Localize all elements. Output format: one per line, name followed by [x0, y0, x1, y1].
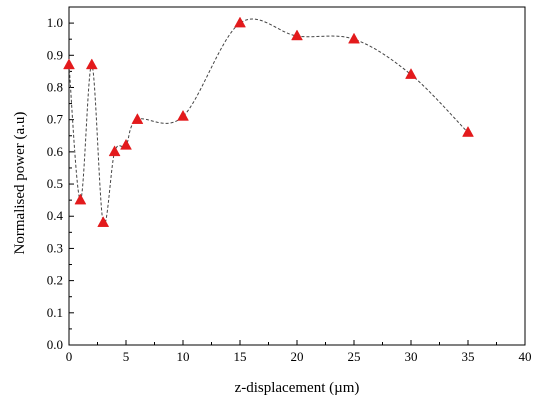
x-tick-label: 40	[519, 349, 532, 364]
data-point-marker	[131, 113, 144, 124]
data-point-marker	[405, 68, 417, 79]
x-axis-title: z-displacement (µm)	[235, 380, 360, 396]
data-point-marker	[234, 16, 246, 28]
x-tick-label: 0	[66, 349, 73, 364]
y-tick-label: 1.0	[47, 15, 63, 30]
data-point-marker	[63, 58, 75, 70]
y-tick-label: 0.7	[47, 112, 64, 127]
x-tick-label: 10	[177, 349, 190, 364]
y-tick-label: 0.1	[47, 305, 63, 320]
x-tick-label: 35	[462, 349, 475, 364]
y-tick-label: 0.9	[47, 47, 63, 62]
x-tick-label: 5	[123, 349, 130, 364]
data-point-marker	[291, 29, 303, 41]
x-tick-label: 20	[291, 349, 304, 364]
data-point-marker	[348, 32, 360, 44]
data-point-marker	[177, 109, 189, 121]
x-axis-ticks: 0 5 10 15 20 25 30 35 40	[66, 340, 532, 364]
plot-frame	[68, 6, 526, 346]
data-point-marker	[97, 216, 110, 227]
y-tick-label: 0.6	[47, 144, 64, 159]
series-markers	[63, 16, 474, 227]
data-point-marker	[85, 58, 98, 70]
data-point-marker	[120, 138, 132, 150]
y-axis-title: Normalised power (a.u)	[12, 112, 28, 255]
y-tick-label: 0.0	[47, 337, 63, 352]
y-tick-label: 0.3	[47, 240, 63, 255]
y-tick-label: 0.5	[47, 176, 63, 191]
data-point-marker	[108, 145, 121, 157]
plot-area-border	[68, 6, 526, 346]
series-line	[68, 18, 469, 226]
x-tick-label: 15	[234, 349, 247, 364]
x-tick-label: 30	[405, 349, 418, 364]
data-point-marker	[74, 193, 87, 205]
x-tick-label: 25	[348, 349, 361, 364]
y-tick-label: 0.8	[47, 79, 63, 94]
y-tick-label: 0.4	[47, 208, 64, 223]
y-axis-ticks: 0.0 0.1 0.2 0.3 0.4 0.5 0.6 0.7 0.8 0.9 1.0	[47, 15, 74, 352]
y-tick-label: 0.2	[47, 273, 63, 288]
data-point-marker	[462, 126, 474, 137]
series-curve-layer	[68, 18, 469, 226]
